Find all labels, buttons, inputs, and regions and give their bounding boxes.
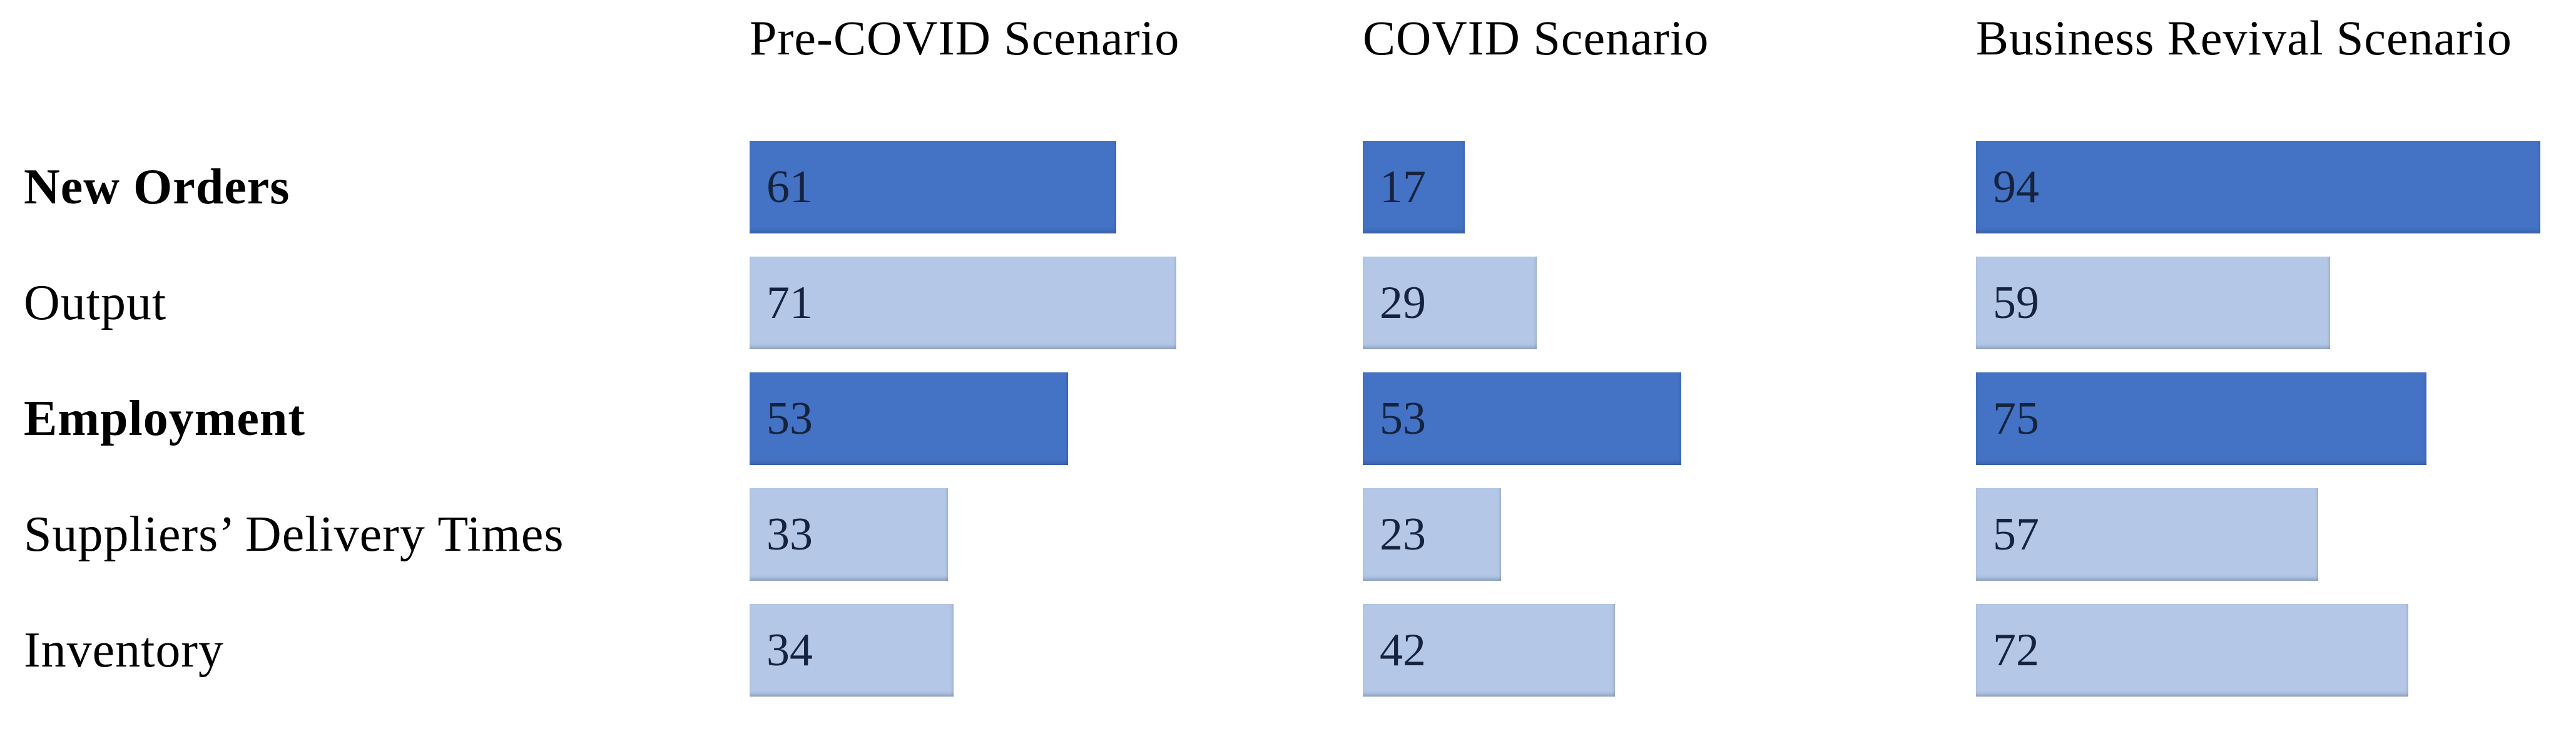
bar-value-label: 53 (1380, 393, 1426, 444)
bar-new-orders-business-revival-scenario: 94 (1976, 141, 2540, 233)
bar-new-orders-pre-covid-scenario: 61 (750, 141, 1116, 233)
bar-employment-pre-covid-scenario: 53 (750, 372, 1068, 465)
bar-inventory-business-revival-scenario: 72 (1976, 604, 2408, 697)
column-header-covid-scenario: COVID Scenario (1363, 11, 1709, 65)
column-header-pre-covid-scenario: Pre-COVID Scenario (750, 11, 1180, 65)
bar-value-label: 23 (1380, 509, 1426, 560)
row-label-inventory: Inventory (24, 622, 225, 678)
bar-suppliers-delivery-times-pre-covid-scenario: 33 (750, 488, 948, 581)
bar-value-label: 53 (766, 393, 813, 444)
bar-value-label: 71 (766, 277, 813, 329)
bar-suppliers-delivery-times-covid-scenario: 23 (1363, 488, 1501, 581)
column-header-business-revival-scenario: Business Revival Scenario (1976, 11, 2512, 65)
row-label-employment: Employment (24, 391, 305, 446)
row-label-suppliers-delivery-times: Suppliers’ Delivery Times (24, 506, 564, 562)
bar-output-pre-covid-scenario: 71 (750, 257, 1176, 349)
bar-output-business-revival-scenario: 59 (1976, 257, 2330, 349)
bar-suppliers-delivery-times-business-revival-scenario: 57 (1976, 488, 2318, 581)
bar-value-label: 57 (1993, 509, 2039, 560)
bar-employment-business-revival-scenario: 75 (1976, 372, 2426, 465)
row-label-new-orders: New Orders (24, 159, 290, 215)
bar-value-label: 61 (766, 161, 813, 213)
bar-new-orders-covid-scenario: 17 (1363, 141, 1465, 233)
bar-value-label: 94 (1993, 161, 2039, 213)
bar-inventory-pre-covid-scenario: 34 (750, 604, 954, 697)
row-label-output: Output (24, 275, 167, 330)
bar-value-label: 29 (1380, 277, 1426, 329)
bar-inventory-covid-scenario: 42 (1363, 604, 1615, 697)
bar-employment-covid-scenario: 53 (1363, 372, 1681, 465)
bar-value-label: 17 (1380, 161, 1426, 213)
bar-value-label: 72 (1993, 625, 2039, 676)
bar-value-label: 75 (1993, 393, 2039, 444)
bar-value-label: 42 (1380, 625, 1426, 676)
bar-value-label: 33 (766, 509, 813, 560)
bar-output-covid-scenario: 29 (1363, 257, 1537, 349)
bar-value-label: 34 (766, 625, 813, 676)
bar-value-label: 59 (1993, 277, 2039, 329)
